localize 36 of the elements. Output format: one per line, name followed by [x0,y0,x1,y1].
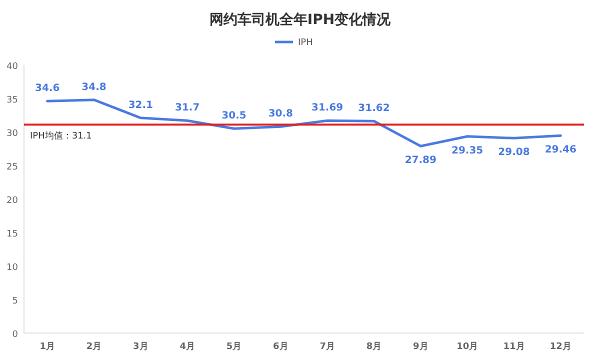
x-tick-label: 7月 [320,341,335,352]
data-label: 29.35 [452,145,484,156]
x-tick-label: 8月 [366,341,382,352]
x-tick-label: 2月 [86,341,102,352]
x-tick-label: 4月 [180,341,195,352]
x-tick-label: 1月 [40,341,55,352]
x-tick-label: 3月 [133,341,148,352]
y-tick-label: 35 [6,96,18,106]
legend-label: IPH [298,38,313,48]
y-tick-label: 20 [6,196,18,206]
x-tick-label: 5月 [226,341,242,352]
data-label: 32.1 [128,100,154,111]
data-label: 34.8 [82,82,106,93]
y-tick-label: 10 [6,263,18,273]
data-label: 29.46 [544,144,577,156]
data-label: 30.5 [222,110,246,122]
x-tick-label: 6月 [273,341,288,352]
data-label: 31.69 [312,102,344,114]
x-tick-label: 10月 [456,341,478,352]
data-label: 29.08 [498,147,530,158]
y-tick-label: 25 [6,162,18,172]
data-label: 30.8 [268,108,294,120]
data-label: 31.62 [358,103,390,114]
data-label: 27.89 [404,155,437,166]
data-label: 34.6 [34,83,60,94]
y-tick-label: 15 [6,230,18,240]
y-tick-label: 0 [12,330,18,340]
ref-line-label: IPH均值：31.1 [30,130,92,142]
chart-title: 网约车司机全年IPH变化情况 [209,11,392,28]
y-tick-label: 30 [6,129,18,139]
y-tick-label: 40 [6,62,18,72]
x-tick-label: 11月 [503,341,525,352]
data-label: 31.7 [174,102,200,114]
x-tick-label: 12月 [550,341,572,352]
x-tick-label: 9月 [413,341,428,352]
y-tick-label: 5 [12,296,18,306]
